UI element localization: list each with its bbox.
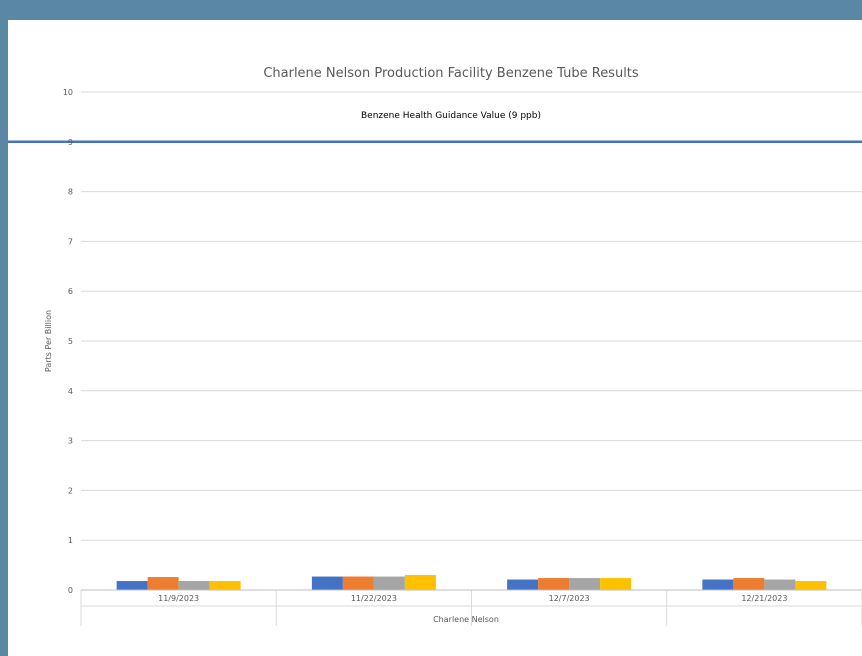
bar xyxy=(795,581,827,590)
y-tick-label: 1 xyxy=(68,536,73,545)
y-tick-label: 3 xyxy=(68,437,73,446)
y-tick-label: 6 xyxy=(68,287,73,296)
bar xyxy=(733,578,765,590)
bar xyxy=(600,578,632,590)
y-tick-label: 7 xyxy=(68,237,73,246)
gridlines xyxy=(81,91,862,591)
x-tick-label: 11/9/2023 xyxy=(158,594,199,603)
benzene-bar-chart: 0 1 2 3 4 5 6 7 8 9 10 11/9/2023 11/22/2023 12/7/2023… xyxy=(8,66,862,626)
y-tick-label: 2 xyxy=(68,486,73,495)
y-tick-label: 8 xyxy=(68,188,73,197)
bar xyxy=(178,581,210,590)
reference-line-label: Benzene Health Guidance Value (9 ppb) xyxy=(361,111,541,121)
x-axis-label: Charlene Nelson xyxy=(433,615,499,624)
bar xyxy=(311,576,343,590)
y-tick-label: 9 xyxy=(68,138,73,147)
y-tick-label: 0 xyxy=(68,586,73,595)
x-tick-label: 12/7/2023 xyxy=(549,594,590,603)
x-tick-label: 11/22/2023 xyxy=(351,594,397,603)
x-tick-label: 12/21/2023 xyxy=(741,594,787,603)
y-tick-label: 4 xyxy=(68,387,73,396)
y-axis-label: Parts Per Billion xyxy=(44,310,53,372)
y-tick-label: 10 xyxy=(63,88,73,97)
bar xyxy=(764,579,796,590)
chart-title: Charlene Nelson Production Facility Benz… xyxy=(263,66,639,81)
bar xyxy=(702,579,734,590)
bar xyxy=(538,578,570,590)
chart-panel: 0 1 2 3 4 5 6 7 8 9 10 11/9/2023 11/22/2023 12/7/2023… xyxy=(8,20,862,656)
bar xyxy=(116,581,148,590)
bar xyxy=(147,577,179,590)
y-tick-label: 5 xyxy=(68,337,73,346)
bar xyxy=(209,581,241,590)
bars xyxy=(116,575,827,590)
bar xyxy=(507,579,539,590)
bar xyxy=(373,576,405,590)
bar xyxy=(404,575,436,590)
axes: 0 1 2 3 4 5 6 7 8 9 10 11/9/2023 11/22/2023 12/7/2023… xyxy=(63,88,862,626)
bar xyxy=(342,576,374,590)
bar xyxy=(569,578,601,590)
